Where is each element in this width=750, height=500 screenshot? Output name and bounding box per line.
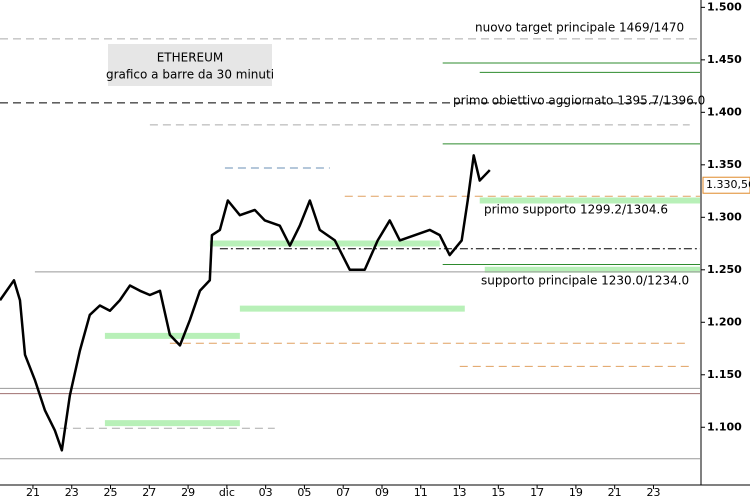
annotation: primo obiettivo aggiornato 1395.7/1396.0 xyxy=(453,94,705,108)
x-tick-label: 15 xyxy=(491,486,505,499)
y-tick-label: 1.500 xyxy=(707,0,742,13)
x-tick-label: 25 xyxy=(104,486,118,499)
y-tick-label: 1.100 xyxy=(707,420,742,433)
annotation: nuovo target principale 1469/1470 xyxy=(475,21,684,35)
last-price-box xyxy=(702,176,750,194)
x-tick-label: 09 xyxy=(375,486,389,499)
y-tick-label: 1.150 xyxy=(707,368,742,381)
x-tick-label: 05 xyxy=(297,486,311,499)
x-tick-label: 07 xyxy=(336,486,350,499)
annotation: supporto principale 1230.0/1234.0 xyxy=(481,274,689,288)
x-tick-label: 17 xyxy=(530,486,544,499)
x-tick-label: 29 xyxy=(181,486,195,499)
x-tick-label: 23 xyxy=(646,486,660,499)
y-tick-label: 1.450 xyxy=(707,53,742,66)
x-tick-label: 21 xyxy=(26,486,40,499)
title-box xyxy=(108,44,272,86)
x-tick-label: 03 xyxy=(259,486,273,499)
x-tick-label: 27 xyxy=(142,486,156,499)
annotation: primo supporto 1299.2/1304.6 xyxy=(484,203,668,217)
y-tick-label: 1.350 xyxy=(707,158,742,171)
y-tick-label: 1.200 xyxy=(707,315,742,328)
price-line xyxy=(0,154,491,452)
y-tick-label: 1.250 xyxy=(707,263,742,276)
x-tick-label: 11 xyxy=(414,486,428,499)
last-price-label: 1.330,56 xyxy=(706,178,750,191)
x-tick-label: 21 xyxy=(608,486,622,499)
x-tick-label: 19 xyxy=(569,486,583,499)
chart-title: ETHEREUM xyxy=(157,51,224,65)
x-tick-label: 13 xyxy=(453,486,467,499)
y-tick-label: 1.300 xyxy=(707,210,742,223)
x-tick-label: dic xyxy=(219,486,235,499)
x-tick-label: 23 xyxy=(65,486,79,499)
y-tick-label: 1.400 xyxy=(707,105,742,118)
chart-subtitle: grafico a barre da 30 minuti xyxy=(106,68,274,82)
